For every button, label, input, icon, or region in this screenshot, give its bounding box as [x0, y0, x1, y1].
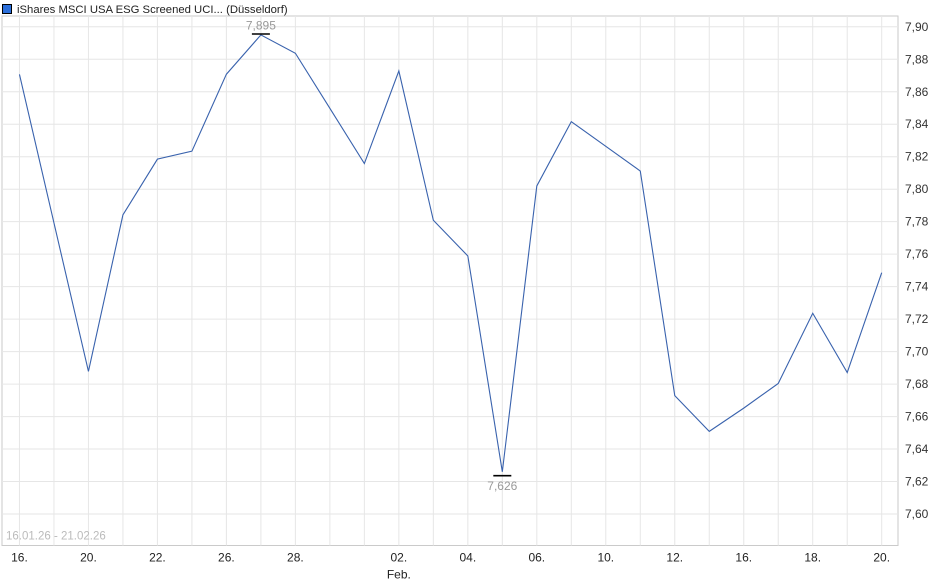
svg-text:7,66: 7,66	[905, 410, 929, 424]
svg-text:7,60: 7,60	[905, 507, 929, 521]
svg-text:7,84: 7,84	[905, 117, 929, 131]
svg-text:7,64: 7,64	[905, 442, 929, 456]
svg-text:02.: 02.	[391, 551, 408, 565]
svg-text:7,86: 7,86	[905, 85, 929, 99]
svg-text:7,70: 7,70	[905, 345, 929, 359]
svg-text:06.: 06.	[528, 551, 545, 565]
svg-text:7,82: 7,82	[905, 150, 929, 164]
svg-text:Feb.: Feb.	[387, 568, 411, 579]
svg-text:20.: 20.	[80, 551, 97, 565]
svg-text:22.: 22.	[149, 551, 166, 565]
svg-text:7,88: 7,88	[905, 52, 929, 66]
svg-text:7,62: 7,62	[905, 475, 929, 489]
svg-text:7,90: 7,90	[905, 20, 929, 34]
svg-text:7,76: 7,76	[905, 247, 929, 261]
svg-text:7,895: 7,895	[246, 19, 276, 33]
svg-text:7,72: 7,72	[905, 312, 929, 326]
svg-text:28.: 28.	[287, 551, 304, 565]
svg-text:7,78: 7,78	[905, 215, 929, 229]
svg-text:16.: 16.	[735, 551, 752, 565]
svg-text:12.: 12.	[666, 551, 683, 565]
svg-text:26.: 26.	[218, 551, 235, 565]
svg-text:04.: 04.	[459, 551, 476, 565]
svg-text:7,68: 7,68	[905, 377, 929, 391]
svg-text:7,74: 7,74	[905, 280, 929, 294]
svg-text:16.01.26 - 21.02.26: 16.01.26 - 21.02.26	[6, 531, 106, 543]
svg-text:18.: 18.	[804, 551, 821, 565]
svg-text:10.: 10.	[597, 551, 614, 565]
svg-text:7,80: 7,80	[905, 182, 929, 196]
svg-text:16.: 16.	[11, 551, 28, 565]
svg-text:7,626: 7,626	[487, 479, 517, 493]
svg-text:20.: 20.	[873, 551, 890, 565]
